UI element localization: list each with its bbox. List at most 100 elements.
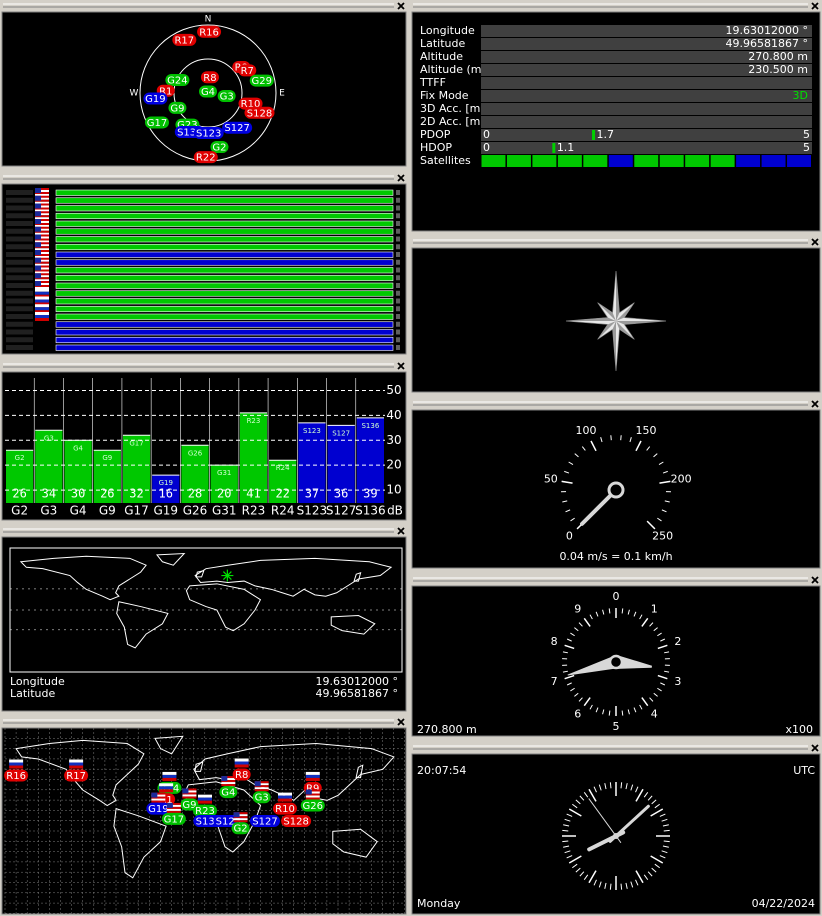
satellite-flag xyxy=(198,797,212,801)
alt-dial-label: 7 xyxy=(551,675,558,688)
speed-caption: 0.04 m/s = 0.1 km/h xyxy=(559,550,672,563)
sky-satellite xyxy=(238,97,263,110)
satellite-box xyxy=(608,155,633,167)
alt-dial-label: 4 xyxy=(651,708,658,721)
dop-value: 1.1 xyxy=(557,141,575,154)
sky-satellite xyxy=(217,89,236,102)
signal-flag xyxy=(35,275,49,278)
signal-flag xyxy=(35,265,41,271)
signal-bar xyxy=(55,290,394,297)
signal-indicator xyxy=(396,298,400,304)
snr-bar-name: S127 xyxy=(332,429,350,437)
sky-satellite xyxy=(200,71,219,84)
position-label: Latitude xyxy=(10,687,56,700)
signal-row-name xyxy=(6,337,33,343)
close-button[interactable] xyxy=(397,718,405,726)
signal-flag xyxy=(35,211,49,214)
signal-flag xyxy=(35,242,49,245)
signal-indicator xyxy=(396,190,400,195)
close-button[interactable] xyxy=(397,174,405,182)
satellite-flag xyxy=(69,759,84,763)
dop-min: 0 xyxy=(483,128,490,141)
close-button[interactable] xyxy=(811,238,819,246)
alt-tick xyxy=(657,632,662,637)
signal-row-name xyxy=(6,290,33,296)
satellite-flag xyxy=(305,789,312,795)
signal-bar xyxy=(55,329,394,336)
snr-value-label: 36 xyxy=(334,487,348,501)
satellite-flag xyxy=(166,808,181,811)
sky-satellite-label: R7 xyxy=(241,66,254,77)
satellite-flag xyxy=(9,765,24,769)
satellite-flag xyxy=(221,778,236,781)
satellite-flag xyxy=(69,762,84,766)
alt-tick xyxy=(578,622,583,627)
snr-bar-name: R24 xyxy=(276,464,290,472)
signal-row-name xyxy=(6,190,33,195)
satellite-flag xyxy=(162,774,177,778)
info-field xyxy=(481,77,812,89)
sky-satellite-label: R1 xyxy=(159,86,172,97)
compass-shade xyxy=(566,317,616,321)
satellite-marker xyxy=(4,769,29,782)
signal-indicator xyxy=(396,221,400,226)
close-button[interactable] xyxy=(811,744,819,752)
clock-tick xyxy=(654,803,660,809)
alt-dial-label: 8 xyxy=(551,635,558,648)
speed-minor-tick xyxy=(653,453,658,458)
sky-satellite-label: S127 xyxy=(224,123,249,134)
snr-value-label: 20 xyxy=(217,487,231,501)
alt-tick xyxy=(664,651,670,654)
position-marker xyxy=(221,569,234,582)
clock-date: 04/22/2024 xyxy=(752,897,815,910)
satellite-box xyxy=(583,155,608,167)
satellite-flag xyxy=(151,794,166,797)
satellite-flag xyxy=(233,816,248,819)
dop-marker xyxy=(552,143,556,153)
satellite-flag xyxy=(305,793,320,796)
sky-satellite xyxy=(144,116,169,129)
dop-marker xyxy=(592,130,596,140)
close-button[interactable] xyxy=(397,2,405,10)
alt-tick xyxy=(566,638,572,642)
signal-row-name xyxy=(6,213,33,219)
close-button[interactable] xyxy=(811,576,819,584)
x-tick-label: G9 xyxy=(99,504,116,518)
alt-tick xyxy=(562,670,568,673)
continent-outline xyxy=(195,570,205,578)
speed-tick xyxy=(590,440,597,452)
close-button[interactable] xyxy=(811,400,819,408)
close-button[interactable] xyxy=(397,527,405,535)
alt-dial-label: 2 xyxy=(674,635,681,648)
speed-minor-tick xyxy=(664,500,670,503)
snr-bar xyxy=(64,440,92,503)
sky-direction: W xyxy=(130,89,139,99)
clock-tick xyxy=(604,783,607,790)
signal-flag xyxy=(35,259,49,262)
satellite-flag xyxy=(182,788,189,794)
alt-tick xyxy=(595,707,599,713)
signal-flag xyxy=(35,312,49,315)
satellite-flag xyxy=(162,777,177,781)
signal-bar xyxy=(55,197,394,204)
sky-satellite-label: G23 xyxy=(177,120,197,131)
sky-satellite xyxy=(197,25,222,38)
close-button[interactable] xyxy=(811,2,819,10)
satellite-flag xyxy=(305,791,320,794)
close-button[interactable] xyxy=(397,362,405,370)
signal-row-name xyxy=(6,345,33,350)
alt-tick xyxy=(589,704,593,710)
satellite-marker-label: R17 xyxy=(66,771,86,782)
snr-value-label: 39 xyxy=(363,487,377,501)
satellites-label: Satellites xyxy=(420,154,471,167)
x-tick-label: R24 xyxy=(271,504,295,518)
signal-flag xyxy=(35,310,49,314)
signal-bar xyxy=(55,259,394,266)
info-label: Latitude xyxy=(420,37,466,50)
speed-minor-tick xyxy=(570,517,575,522)
satellite-flag xyxy=(254,781,269,784)
signal-flag xyxy=(35,209,49,212)
clock-tick xyxy=(620,782,623,789)
snr-value-label: 26 xyxy=(12,487,26,501)
title-bar xyxy=(1,1,407,11)
